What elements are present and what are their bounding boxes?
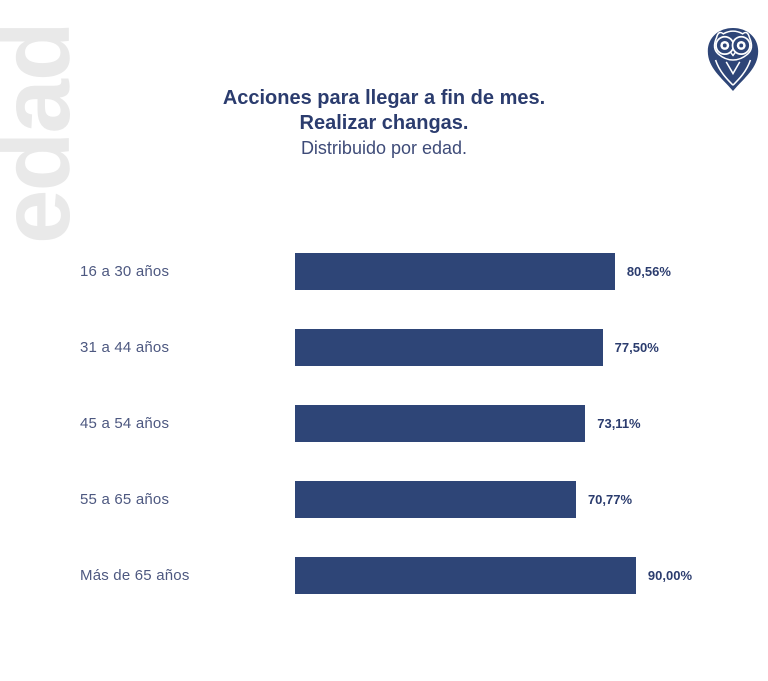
owl-pin-icon [707, 28, 759, 91]
value-label: 77,50% [614, 340, 659, 355]
bar-chart: 16 a 30 años 80,56% 31 a 44 años 77,50% … [80, 253, 740, 594]
bar-track: 73,11% [295, 405, 692, 442]
chart-row: 45 a 54 años 73,11% [80, 405, 740, 442]
chart-row: 31 a 44 años 77,50% [80, 329, 740, 366]
bar [295, 329, 603, 366]
category-label: Más de 65 años [80, 567, 190, 584]
bar-track: 70,77% [295, 481, 692, 518]
chart-title-line1: Acciones para llegar a fin de mes. [222, 87, 546, 109]
category-label: 16 a 30 años [80, 263, 170, 280]
category-label: 45 a 54 años [80, 415, 170, 432]
bar [295, 405, 586, 442]
chart-subtitle: Distribuido por edad. [300, 138, 468, 158]
chart-header: Acciones para llegar a fin de mes. Reali… [0, 86, 768, 161]
bar-track: 77,50% [295, 329, 692, 366]
bar-track: 80,56% [295, 253, 692, 290]
chart-row: 55 a 65 años 70,77% [80, 481, 740, 518]
chart-row: 16 a 30 años 80,56% [80, 253, 740, 290]
bar [295, 557, 636, 594]
category-label: 55 a 65 años [80, 491, 170, 508]
value-label: 70,77% [587, 492, 633, 507]
bar [295, 481, 576, 518]
value-label: 90,00% [647, 568, 692, 583]
value-label: 80,56% [626, 264, 671, 279]
chart-title-line2: Realizar changas. [299, 112, 469, 134]
value-label: 73,11% [597, 416, 641, 431]
chart-row: Más de 65 años 90,00% [80, 557, 740, 594]
owl-logo [702, 25, 764, 93]
bar-track: 90,00% [295, 557, 692, 594]
category-label: 31 a 44 años [80, 339, 170, 356]
bar [295, 253, 615, 290]
